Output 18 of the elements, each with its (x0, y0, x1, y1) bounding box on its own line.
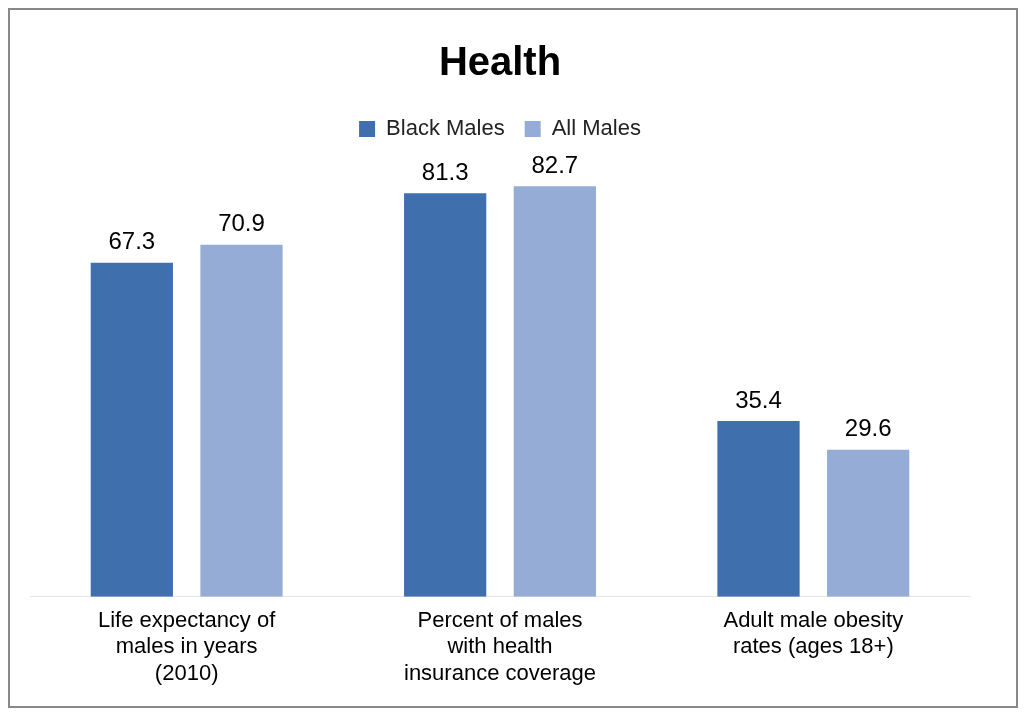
bar (513, 186, 596, 597)
bar (717, 421, 800, 597)
bar (404, 193, 487, 597)
bar (827, 449, 910, 597)
data-label: 82.7 (531, 150, 579, 178)
legend-label: All Males (551, 115, 641, 141)
bar (90, 262, 173, 597)
chart-title: Health (438, 39, 562, 84)
data-label: 29.6 (844, 414, 892, 442)
x-tick-label: Adult male obesity rates (ages 18+) (723, 607, 904, 659)
x-tick-label: Percent of males with health insurance coverage (403, 607, 597, 685)
data-label: 35.4 (735, 385, 782, 413)
legend-label: Black Males (386, 115, 505, 141)
bar (200, 244, 283, 597)
data-label: 67.3 (108, 227, 156, 255)
data-label: 70.9 (218, 209, 265, 237)
data-label: 81.3 (421, 157, 469, 185)
x-tick-label: Life expectancy of males in years (2010) (97, 607, 277, 685)
